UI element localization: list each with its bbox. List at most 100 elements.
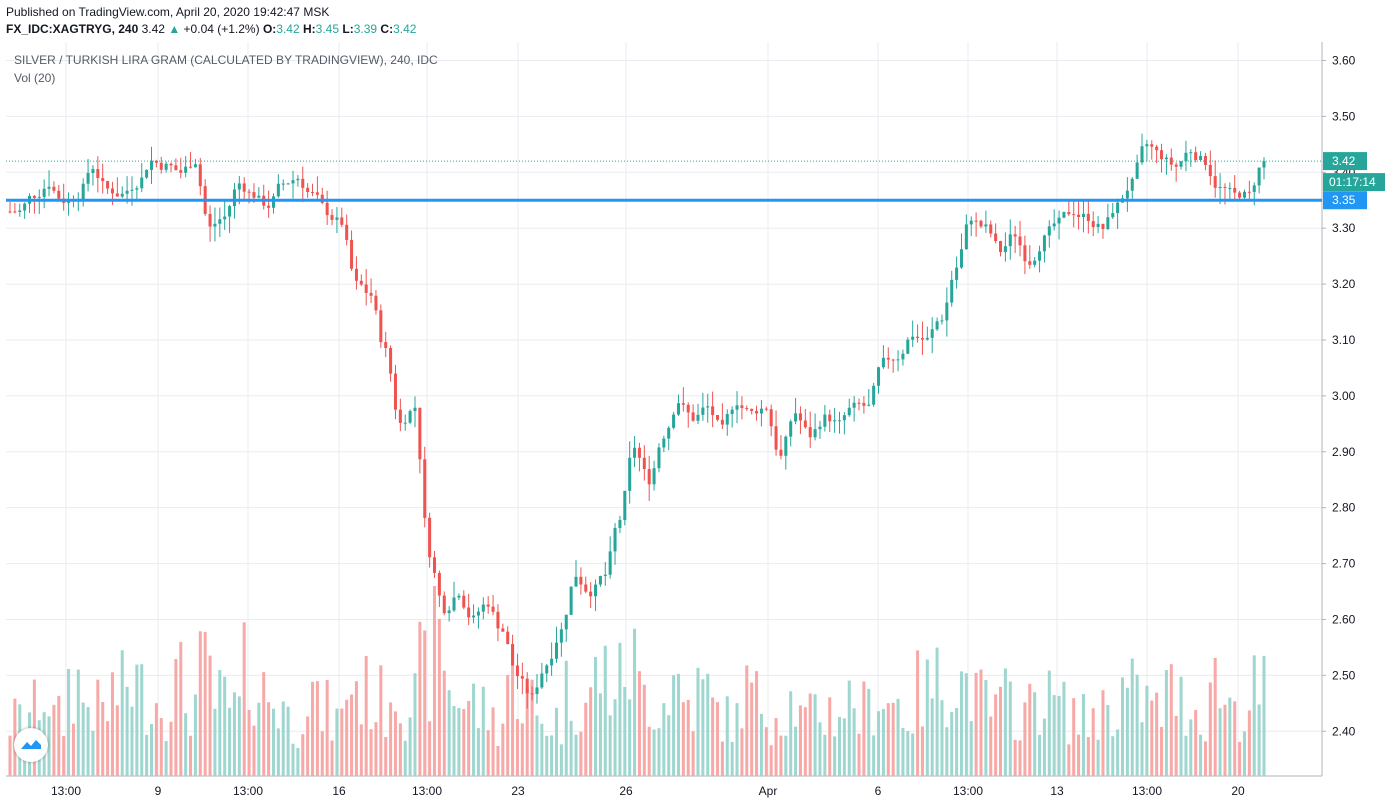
volume-bar — [511, 644, 515, 776]
volume-bar — [423, 630, 427, 776]
candle-body — [798, 413, 802, 421]
candle-body — [374, 295, 378, 311]
volume-bar — [496, 745, 500, 776]
candle-body — [857, 402, 861, 404]
candle-body — [218, 219, 222, 224]
candle-body — [57, 190, 61, 199]
volume-bar — [1252, 655, 1256, 776]
x-tick-label: 20 — [1231, 784, 1245, 798]
volume-bar — [52, 704, 56, 776]
candle-body — [901, 353, 905, 360]
change-arrow-icon: ▲ — [168, 22, 181, 36]
candle-body — [1057, 217, 1061, 224]
candle-body — [354, 268, 358, 281]
candle-body — [398, 409, 402, 423]
candle-body — [1033, 260, 1037, 265]
candle-body — [891, 359, 895, 361]
volume-bar — [76, 669, 80, 776]
volume-bar — [989, 716, 993, 776]
candle-body — [184, 166, 188, 173]
candle-body — [706, 406, 710, 408]
candle-body — [145, 169, 149, 178]
candle-body — [569, 586, 573, 615]
candle-body — [642, 457, 646, 470]
last-price: 3.42 — [141, 22, 165, 36]
volume-bar — [110, 672, 114, 776]
candle-body — [920, 338, 924, 340]
candle-body — [47, 186, 51, 189]
candle-body — [959, 249, 963, 268]
volume-bar — [750, 682, 754, 776]
candle-body — [418, 407, 422, 460]
x-tick-label: 13 — [1050, 784, 1064, 798]
volume-bar — [447, 690, 451, 776]
candle-body — [999, 241, 1003, 253]
candle-body — [833, 420, 837, 422]
candle-body — [896, 359, 900, 361]
tradingview-logo-icon[interactable] — [14, 728, 48, 762]
candle-body — [179, 170, 183, 173]
volume-bar — [154, 703, 158, 776]
volume-bar — [281, 701, 285, 776]
hline-price-tag — [1323, 191, 1367, 210]
volume-bar — [125, 686, 129, 776]
volume-bar — [1018, 740, 1022, 776]
candle-body — [1189, 152, 1193, 154]
volume-bar — [1199, 734, 1203, 776]
candle-body — [198, 164, 202, 187]
candle-body — [257, 195, 261, 198]
candle-body — [86, 173, 90, 184]
volume-bar — [964, 673, 968, 776]
candle-body — [1218, 186, 1222, 188]
volume-bar — [920, 726, 924, 776]
candle-body — [96, 169, 100, 179]
candle-body — [432, 557, 437, 573]
x-tick-label: 13:00 — [233, 784, 263, 798]
volume-bar — [740, 728, 744, 776]
volume-bar — [603, 645, 607, 776]
volume-bar — [413, 673, 417, 776]
candle-body — [462, 595, 466, 608]
volume-bar — [252, 725, 256, 776]
candle-body — [496, 611, 500, 629]
candle-body — [1111, 213, 1115, 218]
candle-body — [125, 190, 129, 194]
candle-body — [42, 188, 46, 197]
y-tick-label: 2.80 — [1332, 501, 1356, 515]
volume-bar — [569, 720, 573, 776]
candle-body — [467, 607, 471, 618]
volume-bar — [208, 655, 212, 776]
volume-bar — [325, 679, 329, 776]
volume-bar — [891, 702, 895, 776]
candle-body — [540, 673, 544, 688]
candle-body — [745, 408, 749, 410]
candle-body — [481, 604, 485, 612]
volume-bar — [974, 672, 978, 776]
candle-body — [886, 357, 890, 360]
y-tick-label: 2.70 — [1332, 557, 1356, 571]
candle-body — [110, 188, 114, 194]
volume-bar — [1086, 737, 1090, 776]
volume-bar — [906, 731, 910, 776]
volume-bar — [476, 728, 480, 776]
volume-bar — [296, 747, 300, 776]
volume-bar — [1047, 670, 1051, 776]
volume-bar — [735, 703, 739, 776]
volume-bar — [374, 722, 378, 776]
candle-body — [808, 427, 812, 438]
volume-bar — [1096, 739, 1100, 776]
candle-body — [301, 178, 305, 188]
candle-body — [759, 408, 763, 414]
volume-bar — [574, 734, 578, 776]
volume-bar — [203, 632, 207, 776]
candle-body — [115, 193, 119, 197]
candle-body — [1077, 214, 1081, 217]
y-tick-label: 3.60 — [1332, 53, 1356, 67]
candle-body — [350, 239, 354, 269]
candle-body — [296, 178, 300, 181]
candle-body — [984, 224, 988, 227]
candle-body — [618, 519, 622, 528]
candle-body — [101, 178, 105, 182]
candle-body — [1257, 167, 1261, 186]
